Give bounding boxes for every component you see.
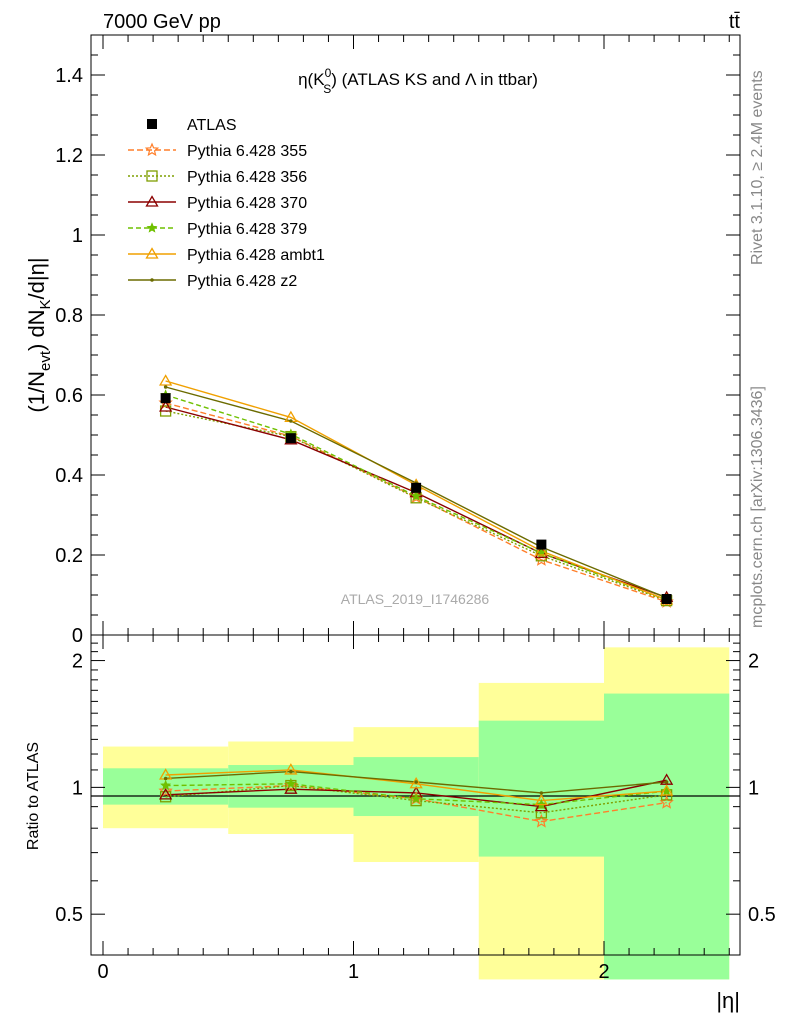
ratio-series-point: [158, 783, 173, 798]
legend-label: Pythia 6.428 370: [187, 195, 307, 212]
x-tick-label: 0: [97, 961, 108, 983]
data-point: [411, 482, 422, 493]
ratio-series-point: [409, 776, 423, 789]
legend-label: Pythia 6.428 355: [187, 143, 307, 160]
series-point: [410, 490, 422, 501]
data-point: [536, 539, 547, 550]
ratio-series-point: [534, 793, 549, 806]
ratio-series-point: [661, 785, 673, 796]
main-plot-panel: 0 0.2 0.4 0.6 0.8 1 1.2 1.4 η(K0 S) (ATLAS KS an…: [55, 34, 741, 647]
ratio-plot-panel: 0.5 0.5 1 1 2 2 0 1 2: [55, 634, 776, 983]
ratio-series-point: [284, 763, 298, 775]
ratio-series-point: [283, 777, 299, 792]
ratio-series-point: [664, 780, 669, 784]
ratio-series-point: [289, 769, 293, 774]
y-axis-title: (1/Nevt) dNK/d|η|: [24, 257, 54, 412]
rivet-version-label: Rivet 3.1.10, ≥ 2.4M events: [749, 70, 766, 265]
main-axis-ticks: 0 0.2 0.4 0.6 0.8 1 1.2 1.4: [55, 34, 740, 647]
y-tick-label: 0: [72, 625, 83, 647]
ratio-y-tick-label: 2: [72, 651, 83, 673]
data-point: [661, 594, 672, 604]
ratio-series-line: [165, 769, 667, 802]
series-point: [158, 374, 173, 386]
legend-marker: [146, 222, 158, 233]
series-point: [289, 419, 293, 423]
x-tick-label: 2: [598, 961, 609, 983]
ratio-series-line: [165, 784, 667, 823]
ratio-series-point: [659, 795, 674, 809]
series-point: [534, 544, 549, 556]
inner-uncertainty-band: [604, 693, 730, 980]
ratio-series-markers: [158, 763, 674, 828]
legend-marker: [145, 195, 159, 207]
legend-label: Pythia 6.428 356: [187, 169, 307, 186]
ratio-y-tick-label: 1: [72, 777, 83, 799]
legend-label: Pythia 6.428 379: [187, 221, 307, 238]
plot-title: η(K0 S) (ATLAS KS and Λ in ttbar): [298, 66, 538, 96]
legend-label: Pythia 6.428 ambt1: [187, 247, 325, 264]
series-point: [158, 400, 173, 412]
ratio-plot-frame: [90, 634, 741, 956]
ratio-series-point: [284, 782, 298, 794]
process-label: tt̄: [729, 11, 741, 33]
x-tick-label: 1: [348, 961, 359, 983]
ratio-series-point: [414, 780, 418, 784]
data-point: [160, 393, 171, 404]
legend-label: Pythia 6.428 z2: [187, 273, 297, 290]
energy-label: 7000 GeV pp: [103, 11, 221, 33]
main-series-markers: [158, 374, 674, 608]
ratio-series-point: [534, 799, 549, 812]
analysis-label: ATLAS_2019_I1746286: [341, 591, 490, 607]
y-tick-label: 0.4: [55, 465, 83, 487]
y-tick-label: 1.2: [55, 145, 83, 167]
ratio-y-axis-title: Ratio to ATLAS: [25, 742, 42, 850]
legend-marker: [146, 170, 158, 182]
ratio-y-tick-label-right: 2: [748, 651, 759, 673]
y-tick-label: 1: [72, 225, 83, 247]
legend-marker: [145, 247, 159, 259]
ratio-series-point: [158, 788, 173, 800]
y-tick-label: 0.8: [55, 305, 83, 327]
ratio-series-point: [285, 777, 297, 789]
legend-marker: [150, 278, 154, 282]
ratio-axis-ticks: 0.5 0.5 1 1 2 2 0 1 2: [55, 635, 776, 983]
ratio-series-point: [659, 773, 674, 785]
ratio-y-tick-label-right: 0.5: [748, 904, 776, 926]
mcplots-reference-label: mcplots.cern.ch [arXiv:1306.3436]: [749, 386, 766, 628]
ratio-series-point: [539, 791, 544, 795]
uncertainty-bands: [103, 647, 730, 980]
legend: ATLAS Pythia 6.428 355 Pythia 6.428 356 Pyt…: [128, 117, 325, 290]
series-line: [165, 402, 667, 603]
legend-marker: [147, 119, 157, 129]
ratio-y-tick-label-right: 1: [748, 777, 759, 799]
y-tick-label: 0.2: [55, 545, 83, 567]
ratio-series-point: [410, 792, 422, 804]
data-point: [285, 433, 296, 444]
legend-marker: [144, 142, 160, 157]
series-line: [165, 410, 667, 602]
y-tick-label: 0.6: [55, 385, 83, 407]
ratio-series-point: [160, 779, 172, 791]
y-tick-label: 1.4: [55, 65, 83, 87]
legend-label: ATLAS: [187, 117, 237, 134]
ratio-series-point: [534, 813, 549, 828]
ratio-series-point: [659, 784, 674, 796]
series-point: [163, 385, 168, 389]
ratio-series-point: [163, 776, 168, 781]
x-axis-title: |η|: [716, 988, 740, 1013]
ratio-y-tick-label: 0.5: [55, 904, 83, 926]
ratio-series-point: [535, 807, 548, 819]
